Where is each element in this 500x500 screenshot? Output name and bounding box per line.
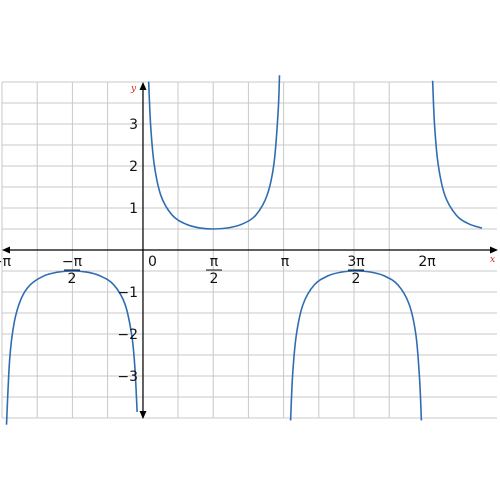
curve-branch-4 bbox=[431, 80, 483, 229]
curve-series bbox=[5, 75, 483, 425]
y-axis-label: y bbox=[130, 84, 137, 94]
x-tick-denominator: 2 bbox=[210, 271, 219, 287]
grid bbox=[1, 81, 497, 419]
y-axis-arrow bbox=[139, 82, 147, 90]
x-tick-denominator: 2 bbox=[68, 271, 77, 287]
x-axis-arrow-left bbox=[2, 246, 10, 254]
x-tick-numerator: π bbox=[210, 254, 219, 270]
y-tick-label: 3 bbox=[129, 117, 138, 133]
x-axis-label: x bbox=[490, 255, 495, 265]
y-tick-label: 2 bbox=[129, 159, 138, 175]
x-tick-numerator: 3π bbox=[347, 254, 365, 270]
y-axis-arrow-down bbox=[139, 411, 147, 419]
y-tick-label: −1 bbox=[117, 285, 138, 301]
x-tick-label: 0 bbox=[148, 254, 157, 270]
y-tick-label: 1 bbox=[129, 201, 138, 217]
curve-branch-2 bbox=[147, 75, 281, 230]
axes: x y bbox=[2, 82, 498, 419]
x-tick-numerator: −π bbox=[62, 254, 83, 270]
y-tick-label: −3 bbox=[117, 369, 138, 385]
x-tick-denominator: 2 bbox=[352, 271, 361, 287]
x-tick-label: 2π bbox=[418, 254, 436, 270]
curve-branch-3 bbox=[289, 270, 423, 421]
x-tick-label: π bbox=[281, 254, 290, 270]
x-tick-label: −π bbox=[0, 254, 12, 270]
x-axis-arrow bbox=[490, 246, 498, 254]
y-tick-label: −2 bbox=[117, 327, 138, 343]
curve-branch-1 bbox=[5, 270, 138, 425]
